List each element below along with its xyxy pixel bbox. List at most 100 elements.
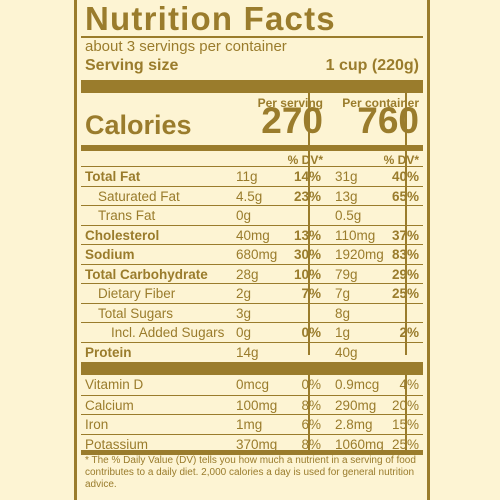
amount-per-container: 110mg bbox=[335, 227, 376, 243]
dv-per-container: 40% bbox=[391, 169, 419, 184]
amount-per-container: 79g bbox=[335, 266, 358, 282]
dv-per-container: 4% bbox=[399, 377, 419, 392]
amount-per-container: 0.5g bbox=[335, 208, 362, 223]
amount-per-container: 1g bbox=[335, 325, 351, 340]
nutrition-label: Nutrition Facts about 3 servings per con… bbox=[74, 0, 430, 500]
amount-per-serving: 40mg bbox=[236, 227, 270, 243]
amount-per-container: 2.8mg bbox=[335, 417, 373, 432]
dv-per-container: 15% bbox=[391, 417, 419, 432]
thick-divider bbox=[81, 80, 423, 93]
serving-size-value: 1 cup (220g) bbox=[325, 57, 419, 74]
vitamin-name: Potassium bbox=[85, 436, 149, 452]
dv-per-container: 65% bbox=[391, 188, 419, 204]
dv-per-container: 83% bbox=[391, 247, 419, 262]
nutrient-name: Trans Fat bbox=[98, 208, 156, 223]
nutrient-row: Cholesterol 40mg 13% 110mg 37% bbox=[81, 224, 423, 246]
nutrient-row: Total Carbohydrate 28g 10% 79g 29% bbox=[81, 263, 423, 285]
amount-per-container: 13g bbox=[335, 188, 358, 204]
nutrient-row: Incl. Added Sugars 0g 0% 1g 2% bbox=[81, 322, 423, 343]
nutrient-row: Total Fat 11g 14% 31g 40% bbox=[81, 166, 423, 187]
dv-per-serving: 14% bbox=[293, 169, 321, 184]
dv-header-container: % DV* bbox=[383, 153, 419, 167]
amount-per-serving: 4.5g bbox=[236, 188, 263, 204]
amount-per-serving: 28g bbox=[236, 266, 259, 282]
amount-per-serving: 370mg bbox=[236, 436, 278, 452]
per-serving-header: Per serving bbox=[257, 96, 323, 110]
dv-per-container: 29% bbox=[391, 266, 419, 282]
calories-per-container: 760 bbox=[357, 100, 419, 141]
vitamin-name: Iron bbox=[85, 417, 109, 432]
nutrient-name: Incl. Added Sugars bbox=[111, 325, 225, 340]
dv-header-serving: % DV* bbox=[287, 153, 323, 167]
amount-per-container: 0.9mcg bbox=[335, 377, 380, 392]
nutrient-row: Total Sugars 3g 8g bbox=[81, 302, 423, 324]
nutrient-name: Sodium bbox=[85, 247, 135, 262]
amount-per-serving: 0g bbox=[236, 325, 252, 340]
amount-per-container: 8g bbox=[335, 305, 351, 321]
servings-per-container: about 3 servings per container bbox=[85, 38, 287, 55]
serving-size-label: Serving size bbox=[85, 57, 179, 74]
nutrient-name: Cholesterol bbox=[85, 227, 160, 243]
dv-per-serving: 0% bbox=[301, 325, 321, 340]
nutrient-name: Protein bbox=[85, 344, 132, 360]
dv-per-serving: 8% bbox=[301, 397, 321, 413]
column-divider bbox=[308, 369, 310, 451]
footnote: * The % Daily Value (DV) tells you how m… bbox=[85, 455, 416, 490]
amount-per-container: 1920mg bbox=[335, 247, 384, 262]
nutrient-row: Trans Fat 0g 0.5g bbox=[81, 205, 423, 226]
amount-per-serving: 100mg bbox=[236, 397, 278, 413]
dv-per-serving: 30% bbox=[293, 247, 321, 262]
nutrient-row: Protein 14g 40g bbox=[81, 341, 423, 363]
dv-per-serving: 7% bbox=[301, 286, 321, 301]
amount-per-container: 290mg bbox=[335, 397, 377, 413]
dv-per-serving: 6% bbox=[301, 417, 321, 432]
dv-per-serving: 13% bbox=[293, 227, 321, 243]
nutrient-name: Total Sugars bbox=[98, 305, 174, 321]
amount-per-container: 1060mg bbox=[335, 436, 384, 452]
dv-per-serving: 10% bbox=[293, 266, 321, 282]
amount-per-serving: 3g bbox=[236, 305, 252, 321]
nutrient-row: Sodium 680mg 30% 1920mg 83% bbox=[81, 244, 423, 265]
amount-per-serving: 11g bbox=[236, 169, 258, 184]
dv-per-container: 25% bbox=[391, 436, 419, 452]
amount-per-serving: 0g bbox=[236, 208, 252, 223]
calories-per-serving: 270 bbox=[261, 100, 323, 141]
nutrient-name: Dietary Fiber bbox=[98, 286, 176, 301]
nutrient-name: Total Carbohydrate bbox=[85, 266, 208, 282]
per-container-header: Per container bbox=[342, 96, 419, 110]
thick-divider bbox=[81, 362, 423, 375]
nutrient-row: Dietary Fiber 2g 7% 7g 25% bbox=[81, 283, 423, 304]
label-title: Nutrition Facts bbox=[85, 0, 336, 37]
amount-per-serving: 1mg bbox=[236, 417, 263, 432]
nutrient-name: Saturated Fat bbox=[98, 188, 180, 204]
amount-per-serving: 14g bbox=[236, 344, 259, 360]
amount-per-container: 7g bbox=[335, 286, 351, 301]
vitamin-name: Calcium bbox=[85, 397, 134, 413]
calories-label: Calories bbox=[85, 110, 192, 140]
column-divider bbox=[308, 93, 310, 355]
amount-per-container: 31g bbox=[335, 169, 358, 184]
vitamin-row: Iron 1mg 6% 2.8mg 15% bbox=[81, 414, 423, 435]
dv-per-serving: 23% bbox=[293, 188, 321, 204]
column-divider bbox=[405, 93, 407, 355]
dv-per-container: 25% bbox=[391, 286, 419, 301]
dv-per-serving: 0% bbox=[301, 377, 321, 392]
vitamin-row: Vitamin D 0mcg 0% 0.9mcg 4% bbox=[81, 375, 423, 395]
nutrient-row: Saturated Fat 4.5g 23% 13g 65% bbox=[81, 185, 423, 207]
vitamin-row: Calcium 100mg 8% 290mg 20% bbox=[81, 394, 423, 416]
vitamin-name: Vitamin D bbox=[85, 377, 144, 392]
thick-divider bbox=[81, 145, 423, 151]
divider bbox=[81, 36, 423, 38]
dv-per-serving: 8% bbox=[301, 436, 321, 452]
dv-per-container: 20% bbox=[391, 397, 419, 413]
column-divider bbox=[405, 369, 407, 451]
amount-per-serving: 680mg bbox=[236, 247, 278, 262]
thick-divider bbox=[81, 450, 423, 455]
amount-per-serving: 0mcg bbox=[236, 377, 270, 392]
dv-per-container: 2% bbox=[399, 325, 419, 340]
amount-per-container: 40g bbox=[335, 344, 358, 360]
amount-per-serving: 2g bbox=[236, 286, 252, 301]
nutrient-name: Total Fat bbox=[85, 169, 141, 184]
vitamin-row: Potassium 370mg 8% 1060mg 25% bbox=[81, 433, 423, 455]
dv-per-container: 37% bbox=[391, 227, 419, 243]
